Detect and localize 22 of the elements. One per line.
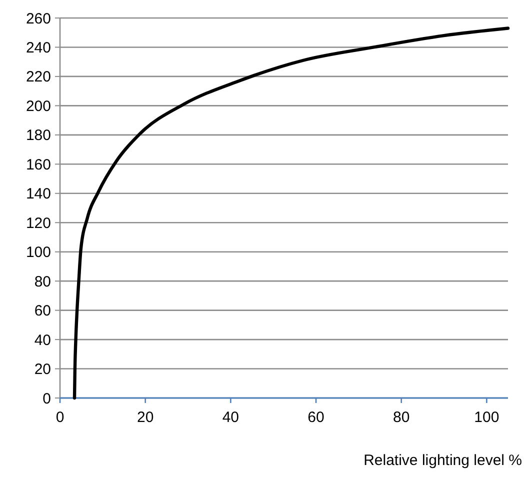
x-tick-label: 20: [136, 409, 154, 426]
x-tick-label: 100: [474, 409, 500, 426]
y-tick-label: 20: [34, 361, 51, 378]
y-tick-label: 100: [26, 244, 51, 262]
y-tick-label: 220: [26, 68, 51, 86]
y-tick-label: 260: [26, 10, 51, 28]
line-series: [72, 26, 510, 400]
y-tick-label: 180: [26, 127, 51, 144]
y-tick-label: 40: [34, 332, 51, 349]
y-tick-label: 60: [34, 302, 51, 320]
y-tick-label: 120: [26, 214, 51, 232]
y-tick-label: 240: [26, 39, 51, 56]
x-axis-title: Relative lighting level %: [364, 452, 522, 469]
x-tick-label: 40: [222, 409, 240, 426]
y-tick-label: 0: [42, 390, 51, 408]
x-tick-label: 60: [308, 409, 324, 426]
y-tick-label: 140: [26, 186, 51, 203]
x-tick-label: 0: [56, 409, 64, 426]
y-tick-label: 80: [34, 273, 51, 290]
y-tick-label: 160: [26, 156, 51, 174]
y-tick-label: 200: [26, 98, 51, 115]
x-tick-label: 80: [392, 409, 410, 426]
